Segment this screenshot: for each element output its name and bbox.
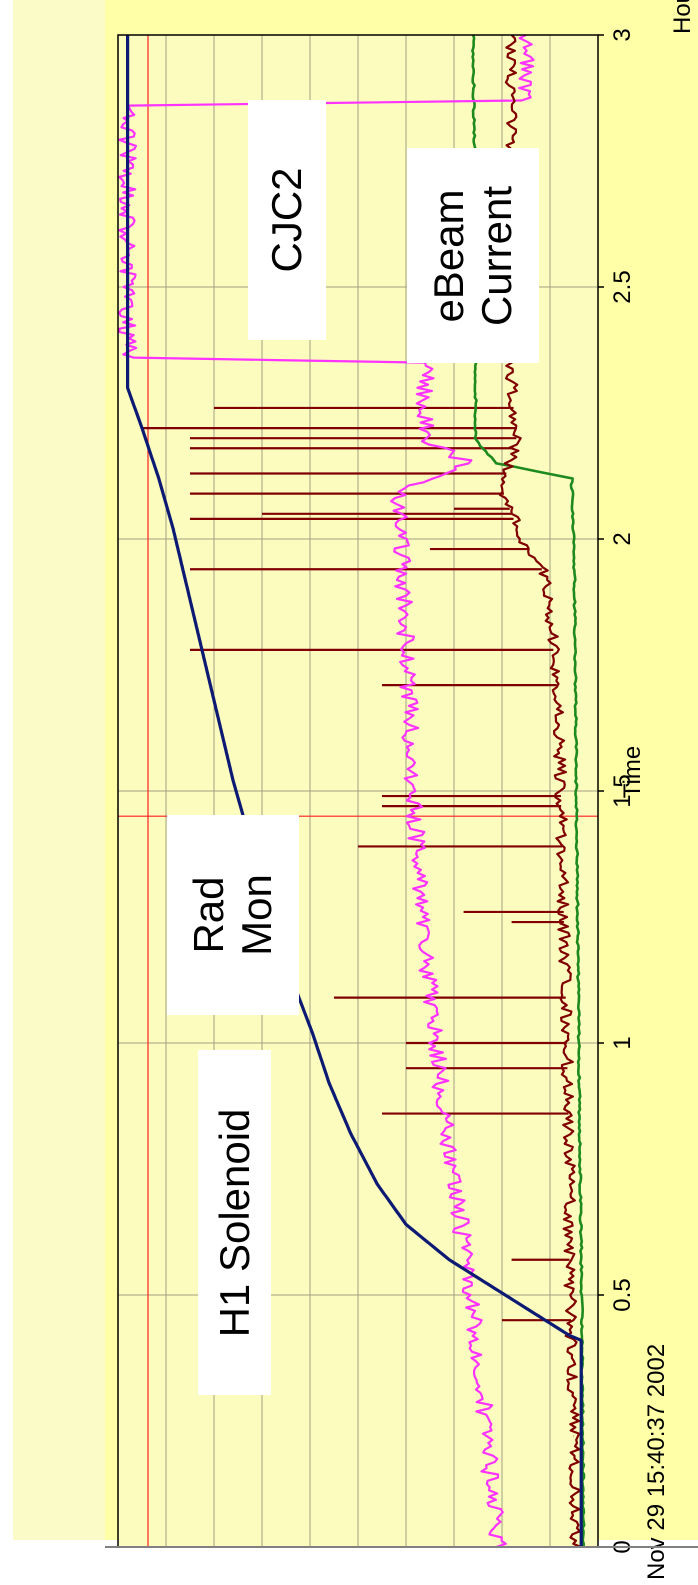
label-h1-solenoid-text: H1 Solenoid [211,1108,259,1337]
label-cjc2-text: CJC2 [263,167,311,272]
x-axis-unit: Hours [669,0,696,34]
label-rad-mon: Rad Mon [167,815,299,1015]
label-line: eBeam [425,188,472,323]
tick-label: 2.5 [609,270,636,303]
spike-layer [142,220,574,1438]
label-h1-solenoid: H1 Solenoid [198,1050,271,1395]
series-line-h1-solenoid [125,35,583,1547]
x-axis-label: Time [619,746,646,798]
label-ebeam-current-text: eBeam Current [425,185,521,325]
series-line-rad-mon [117,34,535,1549]
label-line: Mon [233,874,280,956]
label-cjc2: CJC2 [248,100,326,340]
tick-label: 0.5 [609,1278,636,1311]
tick-label: 1 [609,1036,636,1049]
tick-label: 3 [609,28,636,41]
tick-label: 1.5 [609,774,636,807]
label-rad-mon-text: Rad Mon [185,874,281,956]
tick-layer: 00.511.522.53 [598,28,636,1554]
label-ebeam-current: eBeam Current [407,148,539,363]
label-line: Rad [185,876,232,954]
inner-panel-strip [13,0,105,1540]
label-line: H1 Solenoid [210,1108,258,1337]
timestamp-label: Nov 29 15:40:37 2002 [643,1344,670,1580]
tick-label: 2 [609,532,636,545]
label-line: CJC2 [263,167,310,273]
label-line: Current [473,185,520,326]
